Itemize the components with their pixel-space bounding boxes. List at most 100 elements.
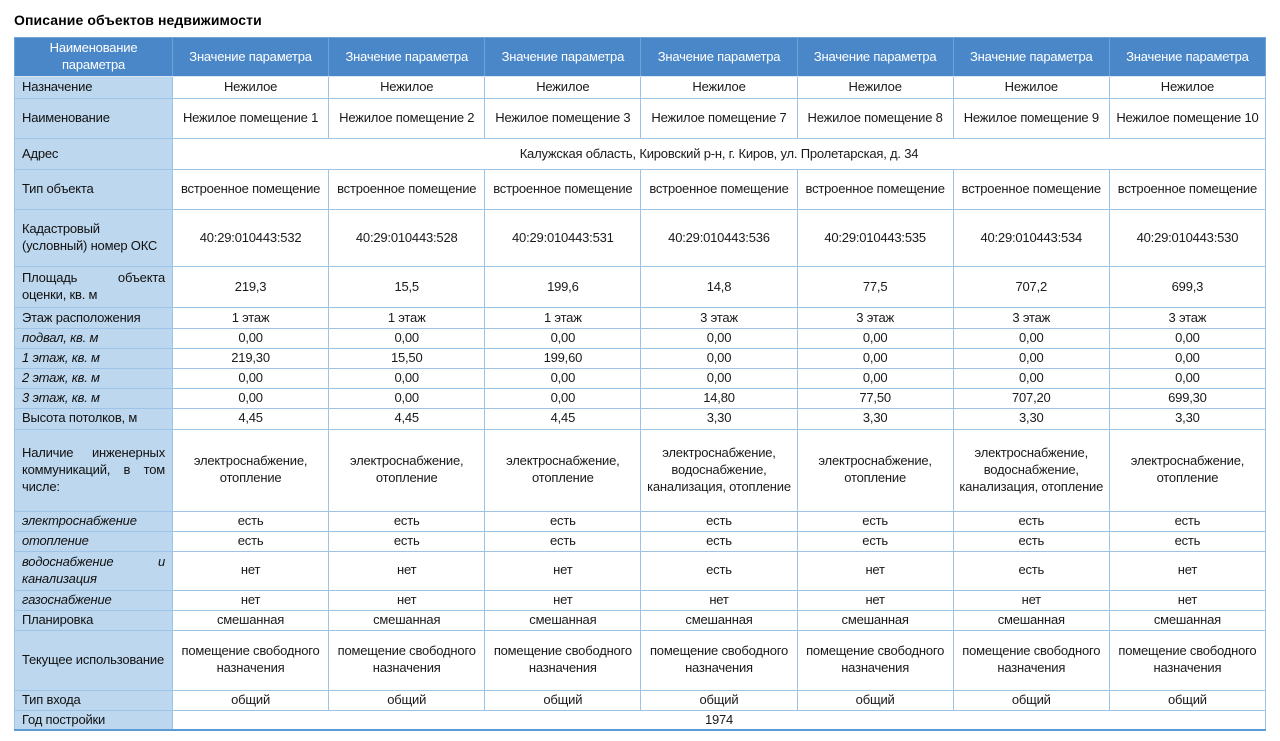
row-label: Тип входа [14, 689, 173, 711]
table-row: Тип объекта встроенное помещение встроенно… [14, 169, 1267, 210]
row-label: Назначение [14, 76, 173, 99]
row-value: 0,00 [171, 367, 330, 389]
row-value: Нежилое помещение 10 [1108, 98, 1267, 139]
row-value: электроснабжение, отопление [328, 428, 486, 512]
row-label: Площадь объекта оценки, кв. м [14, 266, 173, 308]
row-label: Адрес [14, 138, 173, 170]
row-value: 1 этаж [484, 307, 642, 329]
row-value: 219,30 [171, 347, 330, 369]
row-value-merged: Калужская область, Кировский р-н, г. Кир… [172, 138, 1266, 170]
row-value: Нежилое [171, 76, 330, 99]
row-value: 77,50 [796, 387, 954, 409]
row-value: нет [796, 550, 954, 591]
row-value: 0,00 [640, 347, 798, 369]
row-value: Нежилое [484, 76, 642, 99]
row-value: 4,45 [484, 407, 642, 430]
row-value: 0,00 [328, 328, 486, 349]
header-cell-value: Значение параметра [484, 37, 642, 77]
row-value: общий [796, 689, 954, 711]
row-value: нет [328, 589, 486, 611]
row-value: 3 этаж [1108, 307, 1267, 329]
row-value: нет [1108, 550, 1267, 591]
row-value: 0,00 [796, 328, 954, 349]
table-row: подвал, кв. м 0,00 0,00 0,00 0,00 0,00 0,00 0,0… [14, 328, 1267, 349]
row-label: 2 этаж, кв. м [14, 367, 173, 389]
row-value-merged: 1974 [172, 709, 1266, 731]
row-value: Нежилое помещение 1 [171, 98, 330, 139]
table-row: Наименование Нежилое помещение 1 Нежилое п… [14, 98, 1267, 139]
header-cell-value: Значение параметра [796, 37, 954, 77]
table-row: Этаж расположения 1 этаж 1 этаж 1 этаж 3 эта… [14, 307, 1267, 329]
header-cell-value: Значение параметра [1108, 37, 1267, 77]
row-value: общий [640, 689, 798, 711]
row-value: есть [952, 530, 1110, 552]
row-value: встроенное помещение [640, 169, 798, 210]
row-value: 1 этаж [328, 307, 486, 329]
header-cell-value: Значение параметра [640, 37, 798, 77]
table-row: электроснабжение есть есть есть есть есть есть… [14, 510, 1267, 532]
row-value: есть [796, 510, 954, 532]
row-value: 15,5 [328, 266, 486, 308]
row-value: общий [1108, 689, 1267, 711]
row-value: Нежилое помещение 2 [328, 98, 486, 139]
row-value: Нежилое [796, 76, 954, 99]
row-value: 0,00 [796, 367, 954, 389]
row-value: есть [952, 510, 1110, 532]
row-value: смешанная [171, 609, 330, 631]
row-value: нет [171, 550, 330, 591]
row-value: 0,00 [796, 347, 954, 369]
row-value: помещение свободного назначения [328, 629, 486, 691]
row-value: Нежилое [1108, 76, 1267, 99]
row-value: общий [171, 689, 330, 711]
row-value: Нежилое помещение 3 [484, 98, 642, 139]
row-label: Наименование [14, 98, 173, 139]
page-title: Описание объектов недвижимости [14, 12, 262, 28]
row-value: 707,2 [952, 266, 1110, 308]
row-value: нет [171, 589, 330, 611]
row-value: 3,30 [952, 407, 1110, 430]
row-value: смешанная [640, 609, 798, 631]
row-value: помещение свободного назначения [640, 629, 798, 691]
row-value: 4,45 [171, 407, 330, 430]
row-value: есть [328, 510, 486, 532]
row-value: 199,6 [484, 266, 642, 308]
row-value: нет [796, 589, 954, 611]
row-value: есть [1108, 510, 1267, 532]
row-value: 0,00 [171, 387, 330, 409]
row-value: Нежилое [640, 76, 798, 99]
row-value: 707,20 [952, 387, 1110, 409]
row-label: Текущее использование [14, 629, 173, 691]
table-row: Текущее использование помещение свободног… [14, 629, 1267, 691]
row-value: помещение свободного назначения [1108, 629, 1267, 691]
row-value: электроснабжение, водоснабжение, канализ… [952, 428, 1110, 512]
row-value: 699,30 [1108, 387, 1267, 409]
row-value: электроснабжение, отопление [1108, 428, 1267, 512]
row-value: электроснабжение, отопление [484, 428, 642, 512]
row-value: 3 этаж [796, 307, 954, 329]
table-row: Площадь объекта оценки, кв. м 219,3 15,5 19… [14, 266, 1267, 308]
row-value: помещение свободного назначения [952, 629, 1110, 691]
row-value: нет [328, 550, 486, 591]
row-value: нет [1108, 589, 1267, 611]
row-value: 3 этаж [640, 307, 798, 329]
row-value: 15,50 [328, 347, 486, 369]
row-value: есть [171, 510, 330, 532]
row-value: 0,00 [1108, 328, 1267, 349]
header-cell-value: Значение параметра [328, 37, 486, 77]
row-value: 1 этаж [171, 307, 330, 329]
row-value: 40:29:010443:531 [484, 209, 642, 267]
row-value: 3,30 [640, 407, 798, 430]
row-value: 3 этаж [952, 307, 1110, 329]
row-value: 0,00 [171, 328, 330, 349]
row-value: есть [640, 530, 798, 552]
row-value: смешанная [1108, 609, 1267, 631]
row-value: есть [1108, 530, 1267, 552]
row-value: Нежилое [952, 76, 1110, 99]
table-row: Назначение Нежилое Нежилое Нежилое Нежилое Не… [14, 76, 1267, 99]
row-value: нет [640, 589, 798, 611]
row-value: 0,00 [484, 328, 642, 349]
row-label: отопление [14, 530, 173, 552]
row-value: 0,00 [952, 328, 1110, 349]
row-value: нет [484, 550, 642, 591]
row-value: есть [640, 550, 798, 591]
